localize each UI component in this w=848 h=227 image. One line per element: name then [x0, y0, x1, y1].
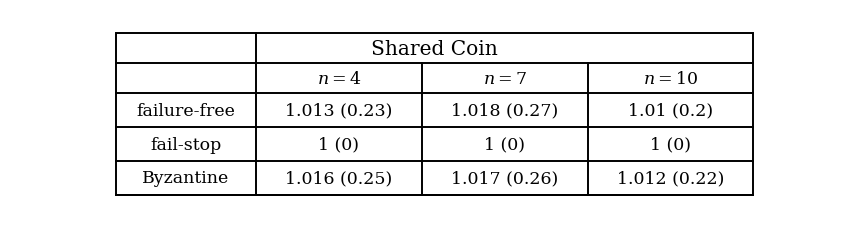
Text: 1.013 (0.23): 1.013 (0.23)	[285, 102, 393, 119]
Text: $n = 7$: $n = 7$	[483, 70, 527, 87]
Text: 1.017 (0.26): 1.017 (0.26)	[451, 170, 558, 187]
Text: failure-free: failure-free	[137, 102, 236, 119]
Text: $n = 4$: $n = 4$	[316, 70, 361, 87]
Text: 1.012 (0.22): 1.012 (0.22)	[616, 170, 724, 187]
Text: 1.016 (0.25): 1.016 (0.25)	[286, 170, 393, 187]
Text: 1 (0): 1 (0)	[319, 136, 360, 153]
Text: 1.01 (0.2): 1.01 (0.2)	[628, 102, 713, 119]
Text: Byzantine: Byzantine	[142, 170, 230, 187]
Text: 1 (0): 1 (0)	[484, 136, 525, 153]
Text: $n = 10$: $n = 10$	[643, 70, 698, 87]
Text: 1 (0): 1 (0)	[650, 136, 691, 153]
Text: 1.018 (0.27): 1.018 (0.27)	[451, 102, 558, 119]
Text: Shared Coin: Shared Coin	[371, 40, 498, 59]
Text: fail-stop: fail-stop	[150, 136, 221, 153]
